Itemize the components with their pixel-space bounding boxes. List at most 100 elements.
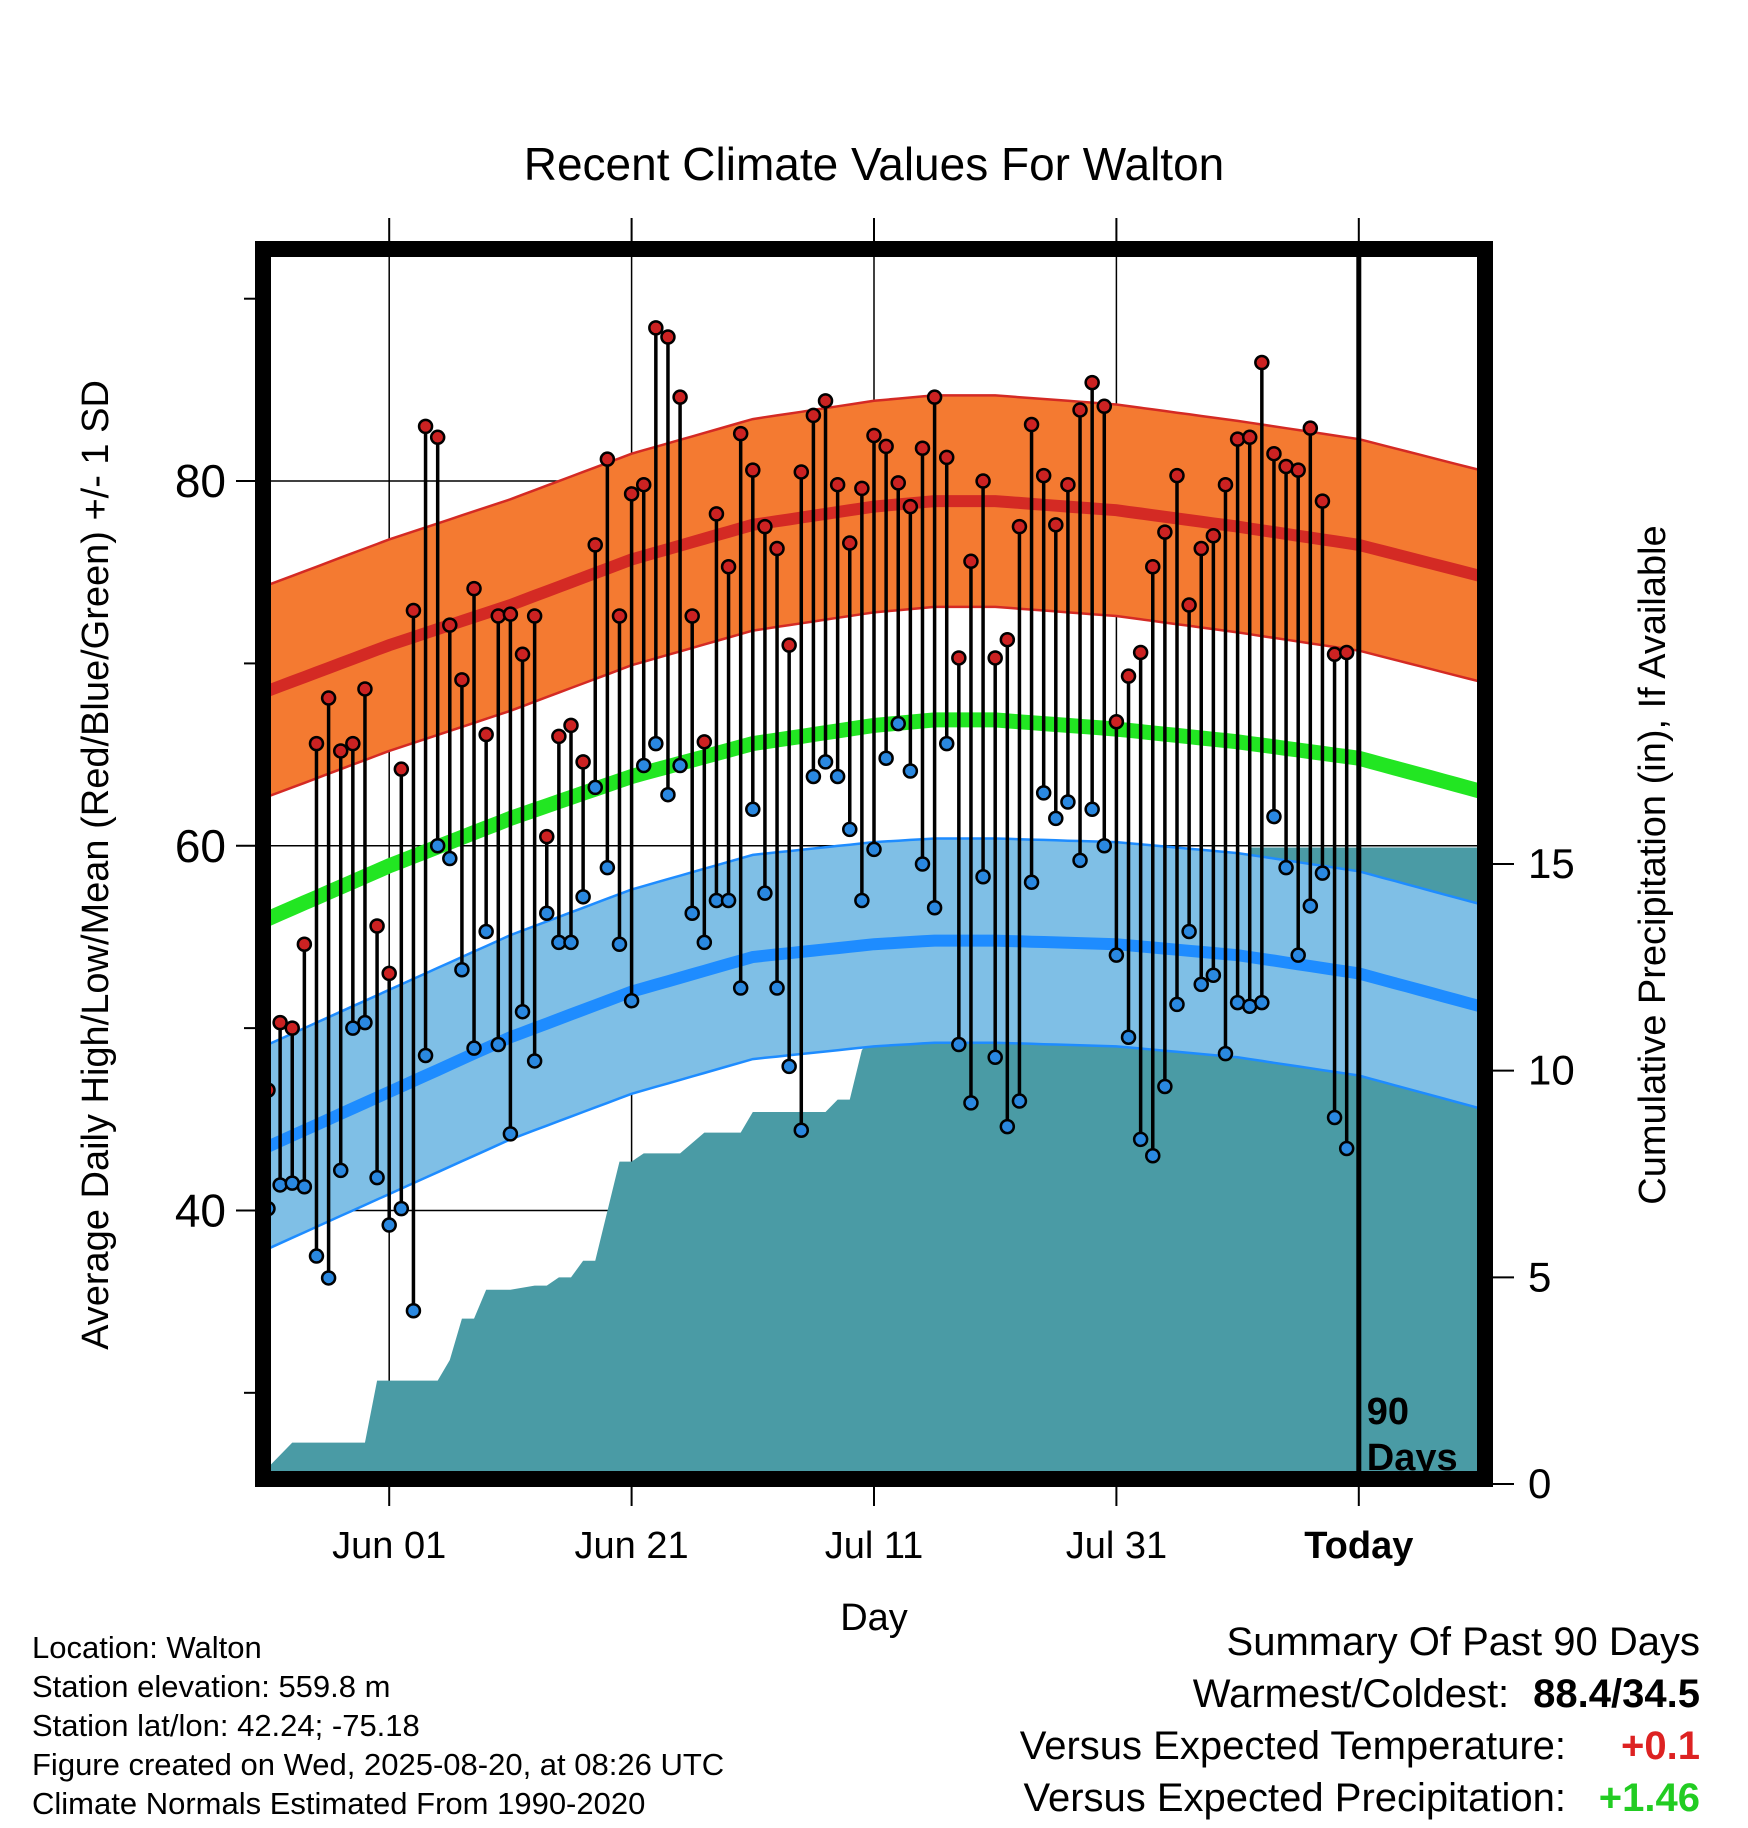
daily-low-point — [902, 763, 919, 779]
daily-high-point — [975, 473, 991, 489]
daily-high-point — [1132, 644, 1149, 661]
daily-high-point — [599, 451, 616, 467]
daily-high-point — [817, 393, 834, 409]
summary-title: Summary Of Past 90 Days — [1226, 1620, 1700, 1664]
daily-low-point — [987, 1049, 1003, 1066]
daily-high-point — [926, 389, 943, 405]
daily-high-point — [1023, 416, 1040, 433]
daily-low-point — [1132, 1131, 1149, 1148]
y-tick-label-left: 60 — [175, 820, 226, 872]
daily-low-point — [442, 850, 458, 867]
normal-high-band-upper-edge — [268, 394, 1480, 587]
daily-high-point — [514, 646, 531, 663]
daily-high-point — [1169, 467, 1185, 484]
daily-low-point — [999, 1118, 1016, 1135]
daily-low-point — [1096, 838, 1113, 854]
daily-high-point — [1254, 354, 1270, 371]
daily-low-point — [1193, 976, 1209, 993]
daily-low-point — [490, 1036, 507, 1053]
daily-low-point — [1169, 996, 1185, 1013]
daily-high-point — [417, 418, 434, 435]
daily-low-point — [381, 1217, 397, 1233]
daily-low-point — [890, 715, 906, 732]
daily-low-point — [781, 1058, 797, 1075]
daily-high-point — [684, 608, 700, 624]
daily-low-point — [1145, 1148, 1161, 1164]
daily-low-point — [1023, 874, 1040, 890]
daily-low-point — [769, 980, 785, 996]
temp-value: +0.1 — [1621, 1724, 1700, 1768]
daily-low-point — [805, 768, 822, 785]
daily-low-point — [1278, 859, 1294, 876]
summary-precip-row: Versus Expected Precipitation: +1.46 — [1020, 1772, 1700, 1824]
precip-label: Versus Expected Precipitation: — [1023, 1776, 1566, 1820]
daily-low-point — [793, 1122, 810, 1138]
daily-low-point — [369, 1169, 385, 1186]
daily-low-point — [854, 892, 870, 909]
daily-high-point — [829, 476, 846, 493]
daily-low-point — [272, 1177, 288, 1193]
daily-high-point — [1048, 517, 1064, 533]
daily-low-point — [1326, 1109, 1343, 1126]
daily-low-point — [975, 869, 991, 885]
daily-high-point — [805, 407, 822, 424]
daily-low-point — [1205, 967, 1222, 983]
daily-high-point — [284, 1020, 300, 1036]
daily-high-point — [999, 631, 1016, 648]
daily-high-point — [1145, 559, 1161, 575]
daily-low-point — [1072, 852, 1088, 869]
daily-high-point — [1120, 668, 1137, 684]
daily-high-point — [1060, 476, 1076, 493]
daily-high-point — [938, 449, 955, 466]
daily-high-point — [696, 734, 713, 750]
daily-low-point — [696, 934, 713, 951]
daily-high-point — [842, 535, 858, 551]
daily-high-point — [1205, 528, 1222, 544]
daily-low-point — [1254, 994, 1270, 1011]
daily-low-point — [1266, 808, 1282, 825]
daily-low-point — [526, 1053, 543, 1069]
daily-high-point — [951, 650, 967, 666]
daily-high-point — [635, 476, 652, 493]
daily-high-point — [393, 761, 410, 777]
daily-low-point — [502, 1126, 519, 1142]
daily-low-point — [1181, 923, 1197, 940]
daily-low-point — [1048, 810, 1064, 827]
daily-high-point — [405, 602, 422, 619]
daily-low-point — [757, 885, 773, 901]
daily-high-point — [357, 681, 373, 697]
daily-low-point — [599, 859, 616, 876]
daily-low-point — [514, 1003, 531, 1020]
y-tick-label-left: 40 — [175, 1184, 226, 1236]
location-text: Location: Walton — [32, 1630, 262, 1665]
daily-low-point — [829, 768, 846, 785]
daily-high-point — [1193, 540, 1209, 557]
axes: Jun 01 Jun 21 Jul 11 Jul 31 Today 40 60 80 0 5 10 1… — [175, 218, 1575, 1567]
daily-high-point — [1011, 518, 1028, 535]
daily-low-point — [429, 838, 446, 854]
y-axis-label-left: Average Daily High/Low/Mean (Red/Blue/Gr… — [75, 380, 117, 1350]
daily-high-point — [660, 329, 676, 345]
daily-low-point — [296, 1179, 313, 1195]
daily-low-point — [648, 735, 664, 752]
daily-high-point — [987, 650, 1003, 666]
daily-high-point — [563, 717, 579, 734]
daily-low-point — [732, 980, 749, 996]
daily-high-point — [587, 537, 603, 553]
daily-low-point — [878, 750, 894, 766]
daily-high-point — [296, 936, 313, 952]
y-tick-label-right: 5 — [1528, 1253, 1551, 1300]
y-tick-label-left: 80 — [175, 455, 226, 507]
normals-text: Climate Normals Estimated From 1990-2020 — [32, 1786, 646, 1821]
warmest-label: Warmest/Coldest: — [1192, 1672, 1510, 1716]
daily-high-point — [1072, 402, 1088, 418]
plot-frame — [255, 241, 1493, 1487]
daily-low-point — [405, 1303, 422, 1319]
daily-low-point — [1084, 801, 1100, 818]
daily-high-point — [902, 498, 919, 515]
daily-high-point — [745, 462, 761, 478]
x-tick-label: Today — [1304, 1525, 1413, 1567]
daily-high-point — [320, 690, 337, 706]
